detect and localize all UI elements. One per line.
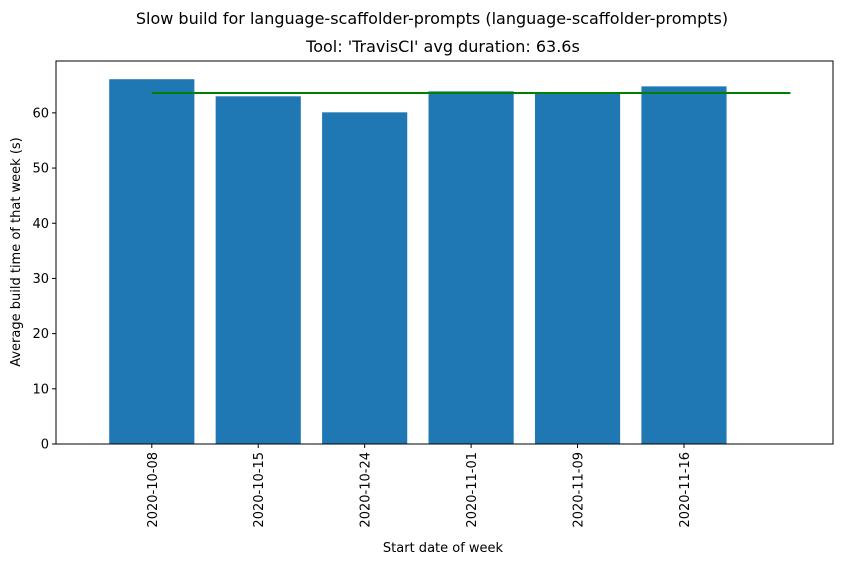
x-tick-label: 2020-11-16 — [678, 452, 693, 528]
x-tick-label: 2020-10-24 — [359, 452, 374, 528]
y-tick-label: 30 — [32, 272, 49, 287]
bar-2020-10-08 — [109, 79, 195, 444]
x-axis-label: Start date of week — [383, 541, 504, 556]
plot-frame — [55, 60, 834, 445]
x-tick-label: 2020-10-08 — [146, 452, 161, 528]
x-tick-label: 2020-11-09 — [572, 452, 587, 528]
y-tick-label: 20 — [32, 327, 49, 342]
y-tick-label: 40 — [32, 217, 49, 232]
y-tick-label: 0 — [41, 438, 49, 453]
y-tick-label: 50 — [32, 162, 49, 177]
bar-2020-10-15 — [215, 96, 301, 444]
chart-title: Tool: 'TravisCI' avg duration: 63.6s — [305, 37, 580, 56]
bar-2020-11-09 — [534, 93, 621, 445]
bars-group — [109, 79, 727, 445]
x-tick-label: 2020-10-15 — [252, 452, 267, 528]
y-tick-label: 60 — [32, 106, 49, 121]
y-axis-label: Average build time of that week (s) — [9, 137, 24, 367]
bar-2020-11-16 — [641, 86, 727, 444]
x-axis: 2020-10-08 2020-10-15 2020-10-24 2020-11-01… — [146, 444, 693, 528]
x-tick-label: 2020-11-01 — [465, 452, 480, 528]
chart-suptitle: Slow build for language-scaffolder-promp… — [136, 9, 728, 28]
y-tick-label: 10 — [32, 382, 49, 397]
bar-2020-10-24 — [322, 112, 408, 444]
y-axis: 0 10 20 30 40 50 60 — [32, 106, 56, 453]
bar-2020-11-01 — [428, 91, 514, 444]
